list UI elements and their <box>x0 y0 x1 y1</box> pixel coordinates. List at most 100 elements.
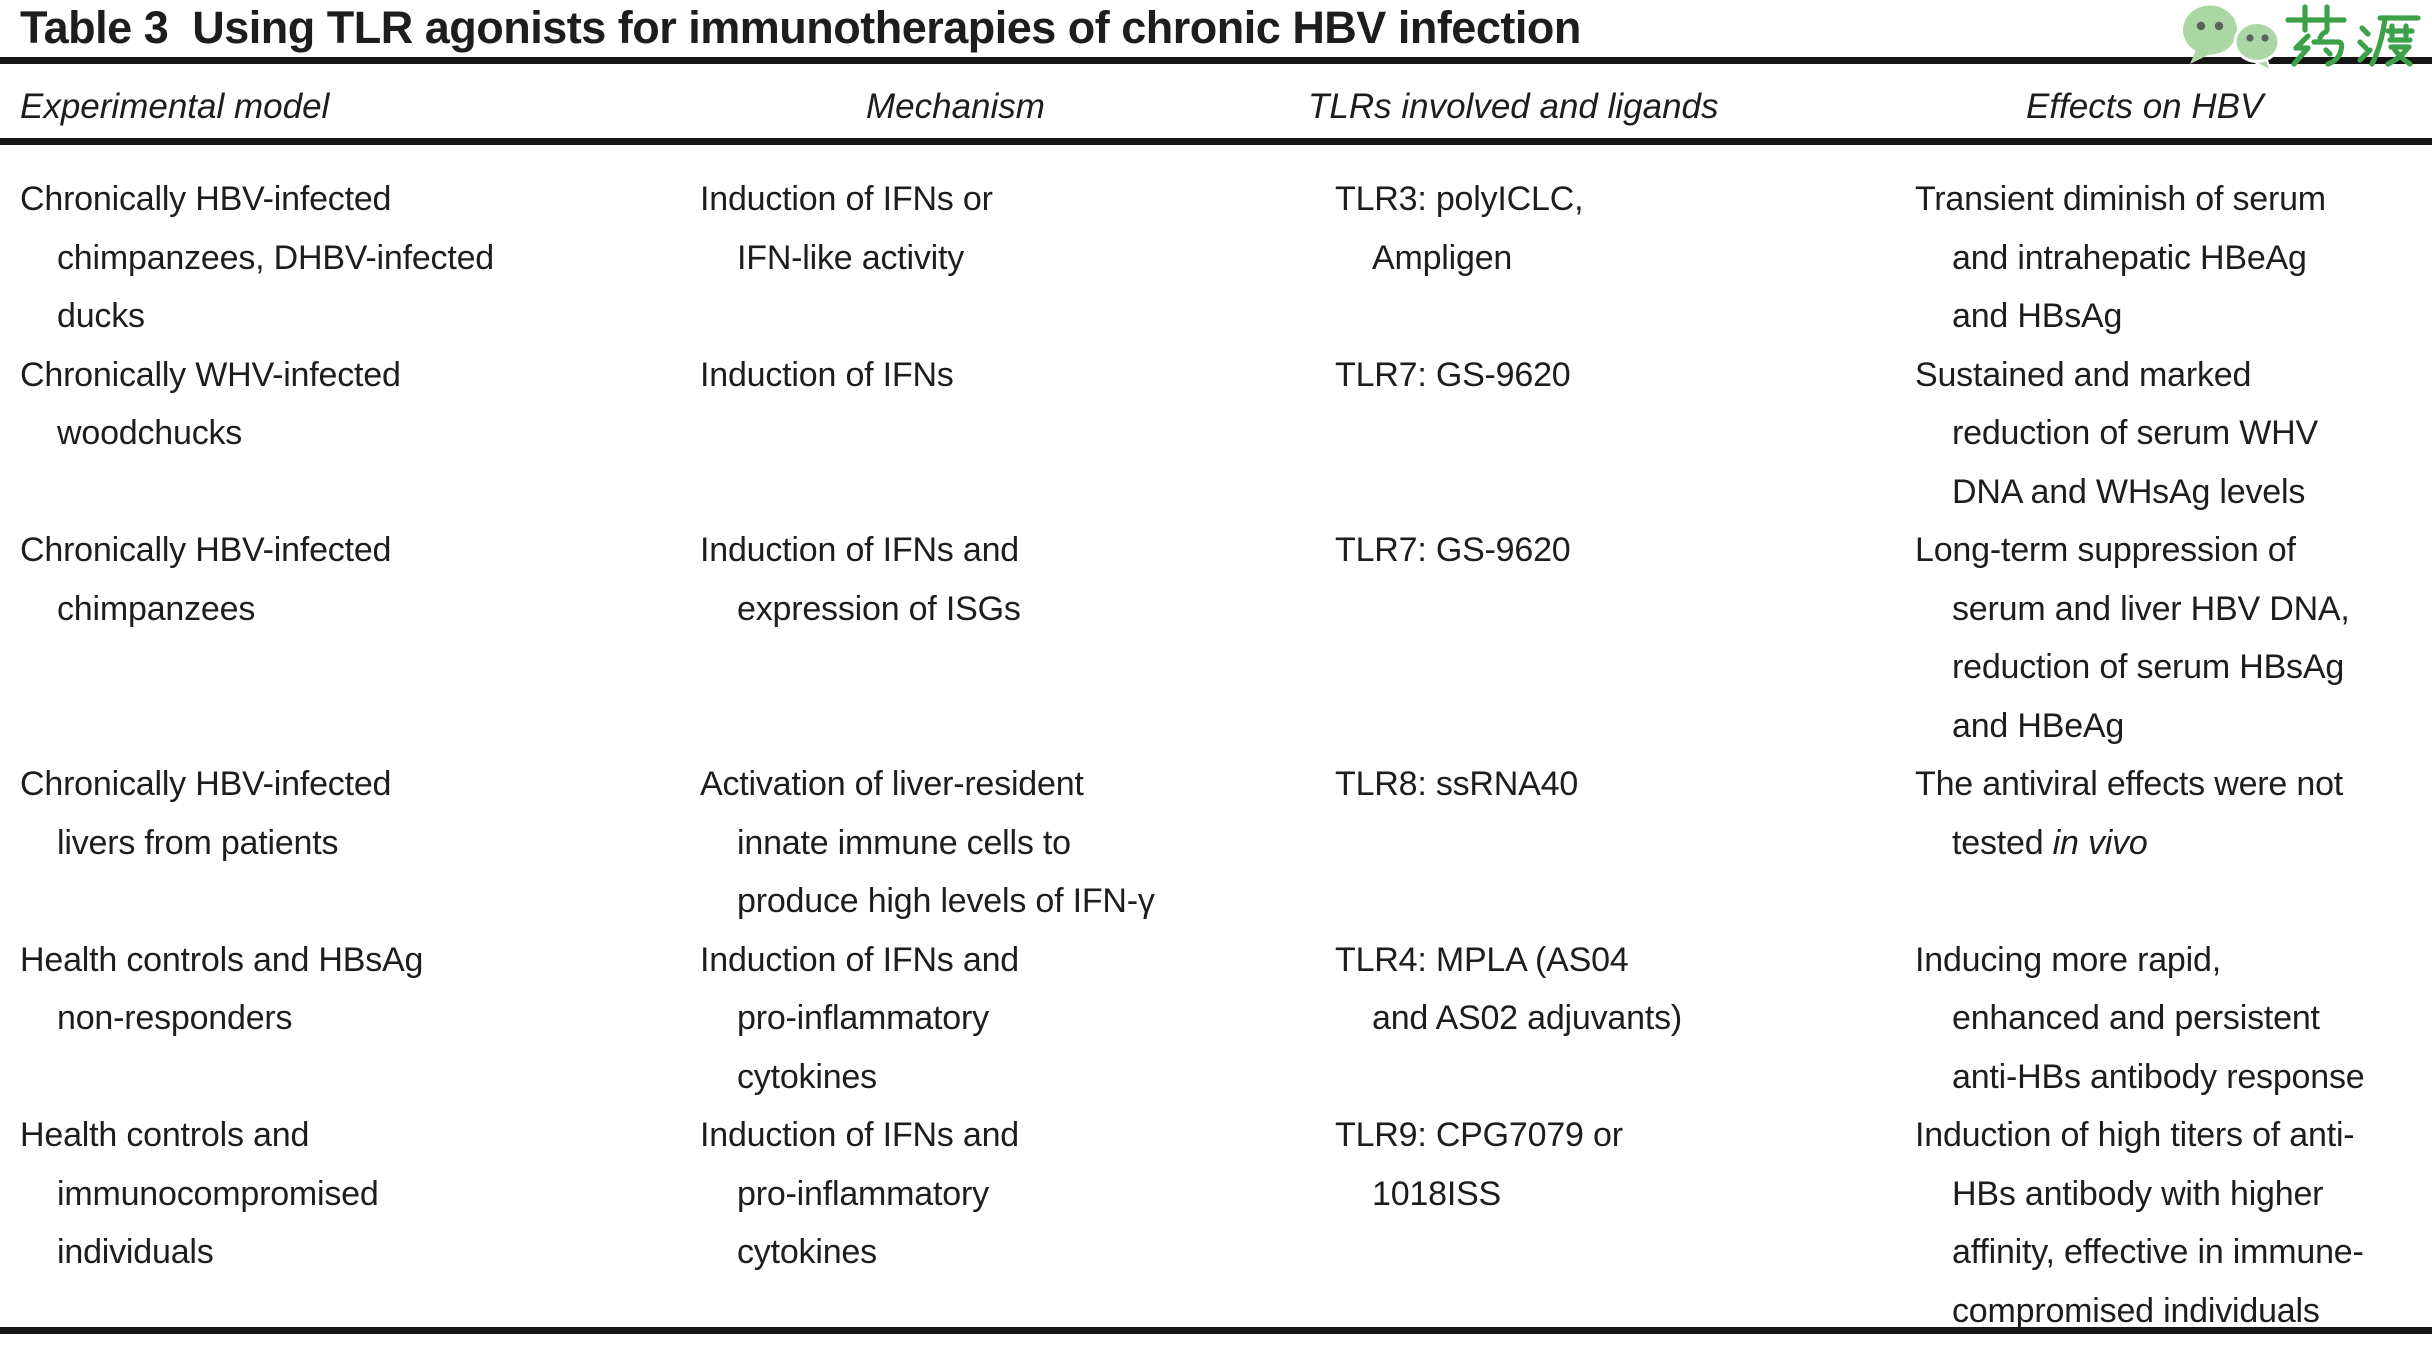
rule-under-header <box>0 138 2432 145</box>
wechat-icon <box>2183 5 2281 72</box>
table-cell-line: and AS02 adjuvants) <box>1372 999 1682 1037</box>
table-cell-line: produce high levels of IFN-γ <box>737 882 1155 920</box>
table-cell-tlrs: TLR4: MPLA (AS04 and AS02 adjuvants) <box>1335 931 1915 1107</box>
table-cell-mechanism: Induction of IFNs and pro-inflammatory cyt… <box>700 931 1335 1107</box>
table-body: Chronically HBV-infected chimpanzees, DHB… <box>0 170 2432 1340</box>
table-cell-line: Induction of IFNs and <box>700 1116 1019 1154</box>
table-cell-line: compromised individuals <box>1952 1291 2320 1330</box>
table-cell-line: TLR7: GS-9620 <box>1335 531 1571 569</box>
table-cell-line: innate immune cells to <box>737 823 1071 862</box>
table-cell-line: DNA and WHsAg levels <box>1952 472 2306 511</box>
table-cell-effects: Inducing more rapid, enhanced and persist… <box>1915 931 2432 1107</box>
table-cell-line: The antiviral effects were not <box>1915 765 2344 803</box>
rule-bottom <box>0 1327 2432 1334</box>
table-cell-line: pro-inflammatory <box>737 999 989 1037</box>
table-cell-line: TLR3: polyICLC, <box>1335 180 1584 218</box>
table-cell-line: Health controls and <box>20 1116 310 1154</box>
table-cell-line: ducks <box>57 297 145 335</box>
table-cell-line: Induction of high titers of anti- <box>1915 1116 2355 1154</box>
table-cell-line: affinity, effective in immune- <box>1952 1233 2364 1271</box>
table-cell-line: Chronically HBV-infected <box>20 180 392 218</box>
table-cell-mechanism: Activation of liver-resident innate immun… <box>700 755 1335 931</box>
table-cell-line: TLR4: MPLA (AS04 <box>1335 940 1629 979</box>
table-cell-effects: Sustained and marked reduction of serum W… <box>1915 346 2432 522</box>
table-cell-line: immunocompromised <box>57 1174 379 1213</box>
table-cell-line: Sustained and marked <box>1915 355 2252 394</box>
table-cell-line: woodchucks <box>57 414 243 452</box>
table-cell-line: expression of ISGs <box>737 589 1021 628</box>
table-cell-effects: The antiviral effects were not tested in … <box>1915 755 2432 931</box>
table-cell-tlrs: TLR7: GS-9620 <box>1335 346 1915 522</box>
table-cell-line: TLR7: GS-9620 <box>1335 355 1571 394</box>
table-cell-line: livers from patients <box>57 823 339 862</box>
table-cell-line: Activation of liver-resident <box>700 765 1084 803</box>
table-cell-line: Induction of IFNs and <box>700 531 1019 569</box>
table-cell-line: cytokines <box>737 1057 877 1096</box>
table-row: Health controls and HBsAg non-responders I… <box>0 931 2432 1107</box>
table-cell-line: serum and liver HBV DNA, <box>1952 589 2350 628</box>
table-cell-mechanism: Induction of IFNs and expression of ISGs <box>700 521 1335 755</box>
table-cell-line: chimpanzees, DHBV-infected <box>57 238 495 277</box>
table-cell-line: cytokines <box>737 1233 877 1271</box>
column-header-experimental-model: Experimental model <box>20 87 330 126</box>
table-cell-model: Chronically HBV-infected chimpanzees, DHB… <box>20 170 700 346</box>
table-cell-line: Long-term suppression of <box>1915 531 2296 569</box>
table-cell-model: Chronically HBV-infected chimpanzees <box>20 521 700 755</box>
table-row: Health controls and immunocompromised indi… <box>0 1106 2432 1340</box>
table-cell-mechanism: Induction of IFNs and pro-inflammatory cyt… <box>700 1106 1335 1340</box>
brand-logo-text <box>2285 4 2421 67</box>
table-cell-line: Health controls and HBsAg <box>20 940 424 979</box>
table-row: Chronically HBV-infected chimpanzees Induc… <box>0 521 2432 755</box>
table-cell-line: Transient diminish of serum <box>1915 180 2326 218</box>
table-cell-model: Chronically HBV-infected livers from pati… <box>20 755 700 931</box>
table-cell-line: Induction of IFNs and <box>700 940 1019 979</box>
table-cell-line: enhanced and persistent <box>1952 999 2320 1037</box>
table-cell-mechanism: Induction of IFNs <box>700 346 1335 522</box>
table-cell-line: and HBeAg <box>1952 706 2125 745</box>
wechat-yaodu-logo <box>2183 4 2421 72</box>
table-cell-line: Chronically HBV-infected <box>20 531 392 569</box>
table-cell-line: non-responders <box>57 999 293 1037</box>
table-title: Table 3 Using TLR agonists for immunothe… <box>20 2 1581 53</box>
table-cell-line: IFN-like activity <box>737 238 965 277</box>
table-cell-tlrs: TLR3: polyICLC, Ampligen <box>1335 170 1915 346</box>
table-cell-mechanism: Induction of IFNs or IFN-like activity <box>700 170 1335 346</box>
table-cell-line: TLR8: ssRNA40 <box>1335 765 1579 803</box>
brand-logo <box>2178 0 2432 72</box>
table-cell-model: Chronically WHV-infected woodchucks <box>20 346 700 522</box>
table-cell-line: tested in vivo <box>1952 823 2148 862</box>
table-row: Chronically WHV-infected woodchucks Induct… <box>0 346 2432 522</box>
column-header-mechanism: Mechanism <box>866 87 1045 126</box>
rule-under-title <box>0 57 2432 64</box>
table-cell-line: TLR9: CPG7079 or <box>1335 1116 1623 1154</box>
table-cell-line: Induction of IFNs or <box>700 180 993 218</box>
table-cell-effects: Long-term suppression of serum and liver … <box>1915 521 2432 755</box>
table-cell-effects: Induction of high titers of anti- HBs ant… <box>1915 1106 2432 1340</box>
table-row: Chronically HBV-infected chimpanzees, DHB… <box>0 170 2432 346</box>
table-cell-line: chimpanzees <box>57 589 256 628</box>
table-row: Chronically HBV-infected livers from pati… <box>0 755 2432 931</box>
table-cell-line: anti-HBs antibody response <box>1952 1057 2365 1096</box>
table-cell-line: Induction of IFNs <box>700 355 954 394</box>
table-cell-line: and HBsAg <box>1952 297 2123 335</box>
table-cell-tlrs: TLR9: CPG7079 or 1018ISS <box>1335 1106 1915 1340</box>
table-cell-line: Inducing more rapid, <box>1915 940 2221 979</box>
table-cell-line: pro-inflammatory <box>737 1174 989 1213</box>
column-header-effects: Effects on HBV <box>2026 87 2264 126</box>
table-cell-line: Chronically WHV-infected <box>20 355 401 394</box>
table-cell-line: Ampligen <box>1372 238 1513 277</box>
table-cell-line: individuals <box>57 1233 214 1271</box>
table-cell-line: 1018ISS <box>1372 1174 1502 1213</box>
table-cell-line: reduction of serum HBsAg <box>1952 648 2345 686</box>
column-header-tlrs: TLRs involved and ligands <box>1308 87 1719 126</box>
table-cell-tlrs: TLR7: GS-9620 <box>1335 521 1915 755</box>
table-cell-model: Health controls and immunocompromised indi… <box>20 1106 700 1340</box>
table-cell-tlrs: TLR8: ssRNA40 <box>1335 755 1915 931</box>
table-cell-model: Health controls and HBsAg non-responders <box>20 931 700 1107</box>
table-cell-line: HBs antibody with higher <box>1952 1174 2324 1213</box>
table-cell-effects: Transient diminish of serum and intrahepa… <box>1915 170 2432 346</box>
table-cell-line: and intrahepatic HBeAg <box>1952 238 2307 277</box>
table-cell-line: reduction of serum WHV <box>1952 414 2318 452</box>
table-cell-line: Chronically HBV-infected <box>20 765 392 803</box>
